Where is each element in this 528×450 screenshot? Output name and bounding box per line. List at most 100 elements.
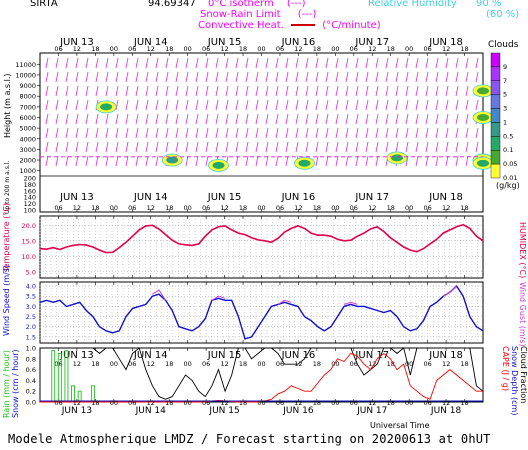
wind-arrow bbox=[265, 57, 269, 69]
wind-arrow bbox=[45, 99, 49, 111]
wind-arrow bbox=[385, 127, 389, 139]
legend-rh-title: Relative Humidity bbox=[368, 0, 457, 9]
wind-arrow bbox=[135, 141, 139, 153]
wind-arrow bbox=[415, 141, 419, 153]
wind-arrow bbox=[415, 155, 419, 167]
wind-arrow bbox=[65, 71, 69, 83]
rain-hour-label: 00 bbox=[257, 360, 265, 368]
colorbar-swatch bbox=[490, 163, 501, 179]
wind-arrow bbox=[275, 99, 279, 111]
colorbar-swatch bbox=[490, 80, 501, 95]
wind-arrow bbox=[215, 85, 219, 97]
wind-arrow bbox=[425, 155, 429, 167]
wind-arrow bbox=[295, 57, 299, 69]
bottom-hour-label: 18 bbox=[165, 399, 173, 407]
rain-hour-label: 12 bbox=[73, 360, 81, 368]
colorbar-tick-label: 7 bbox=[503, 77, 507, 85]
wind-arrow bbox=[155, 57, 159, 69]
wind-arrow bbox=[275, 71, 279, 83]
top-day-label: JUN 17 bbox=[354, 37, 389, 48]
cloud-day-label: JUN 17 bbox=[354, 192, 389, 203]
bottom-hour-label: 06 bbox=[276, 399, 284, 407]
wind-arrow bbox=[275, 155, 279, 167]
cloud-hour-label: 00 bbox=[257, 204, 265, 212]
wind-arrow bbox=[175, 127, 179, 139]
rain-hour-label: 18 bbox=[460, 360, 468, 368]
footer-text: Modele Atmospherique LMDZ / Forecast sta… bbox=[8, 432, 491, 446]
wind-arrow bbox=[205, 113, 209, 125]
wind-arrow bbox=[115, 57, 119, 69]
wind-arrow bbox=[125, 141, 129, 153]
rain-panel-frame bbox=[39, 347, 484, 403]
bottom-hour-label: 06 bbox=[423, 399, 431, 407]
wind-arrow bbox=[125, 113, 129, 125]
wind-arrow bbox=[315, 85, 319, 97]
temp-ytick-label: 5.0 bbox=[26, 268, 36, 276]
wind-arrow bbox=[85, 141, 89, 153]
cloud-hour-label: 00 bbox=[331, 204, 339, 212]
wind-arrow bbox=[285, 155, 289, 167]
wind-arrow bbox=[215, 57, 219, 69]
wind-arrow bbox=[285, 85, 289, 97]
wind-arrow bbox=[75, 85, 79, 97]
cloud-hour-label: 12 bbox=[294, 204, 302, 212]
wind-arrow bbox=[75, 155, 79, 167]
top-hour-label: 00 bbox=[331, 45, 339, 53]
wind-arrow bbox=[185, 113, 189, 125]
wind-arrow bbox=[275, 57, 279, 69]
wind-arrow bbox=[255, 127, 259, 139]
wind-arrow bbox=[385, 141, 389, 153]
wind-arrow bbox=[115, 99, 119, 111]
cloud-panel-frame bbox=[39, 52, 484, 213]
bottom-hour-label: 00 bbox=[257, 399, 265, 407]
wind-arrow bbox=[435, 99, 439, 111]
wind-arrow bbox=[325, 155, 329, 167]
top-hour-label: 06 bbox=[350, 45, 358, 53]
wind-arrow bbox=[255, 71, 259, 83]
colorbar-unit: (g/kg) bbox=[496, 181, 520, 190]
cloud-hour-label: 12 bbox=[368, 204, 376, 212]
wind-arrow bbox=[305, 141, 309, 153]
wind-arrow bbox=[475, 141, 479, 153]
wind-arrow bbox=[185, 141, 189, 153]
wind-arrow bbox=[175, 113, 179, 125]
wind-arrow bbox=[225, 127, 229, 139]
cloud-hour-label: 12 bbox=[442, 204, 450, 212]
wind-arrow bbox=[335, 155, 339, 167]
wind-arrow bbox=[195, 155, 199, 167]
wind-arrow bbox=[295, 113, 299, 125]
wind-arrow bbox=[475, 99, 479, 111]
wind-arrow bbox=[465, 113, 469, 125]
wind-arrow bbox=[65, 141, 69, 153]
wind-arrow bbox=[155, 99, 159, 111]
wind-arrow bbox=[315, 99, 319, 111]
wind-arrow bbox=[305, 127, 309, 139]
wind-arrow bbox=[235, 127, 239, 139]
temp-ytick-label: 20.0 bbox=[22, 222, 36, 230]
bottom-day-label: JUN 14 bbox=[135, 406, 167, 416]
wind-arrow bbox=[325, 113, 329, 125]
cloud-ytick-label: 11000 bbox=[15, 61, 36, 69]
wind-arrow bbox=[205, 71, 209, 83]
wind-arrow bbox=[305, 99, 309, 111]
wind-arrow bbox=[445, 85, 449, 97]
wind-arrow bbox=[325, 57, 329, 69]
header-coord: 94.69347 bbox=[148, 0, 196, 9]
wind-arrow bbox=[215, 71, 219, 83]
wind-arrow bbox=[245, 71, 249, 83]
wind-arrow bbox=[235, 155, 239, 167]
wind-arrow bbox=[335, 113, 339, 125]
wind-arrow bbox=[215, 99, 219, 111]
wind-arrow bbox=[325, 99, 329, 111]
legend-rh: Relative Humidity 90 % bbox=[368, 0, 501, 9]
wind-arrow bbox=[185, 99, 189, 111]
wind-arrow bbox=[395, 99, 399, 111]
gust-line bbox=[152, 285, 457, 305]
wind-arrow bbox=[375, 99, 379, 111]
cloud-blob-core bbox=[477, 159, 489, 167]
cloud-hour-label: 06 bbox=[202, 204, 210, 212]
wind-arrow bbox=[145, 155, 149, 167]
colorbar-swatch bbox=[490, 136, 501, 151]
wind-arrow bbox=[355, 155, 359, 167]
cloud-hour-label: 06 bbox=[350, 204, 358, 212]
